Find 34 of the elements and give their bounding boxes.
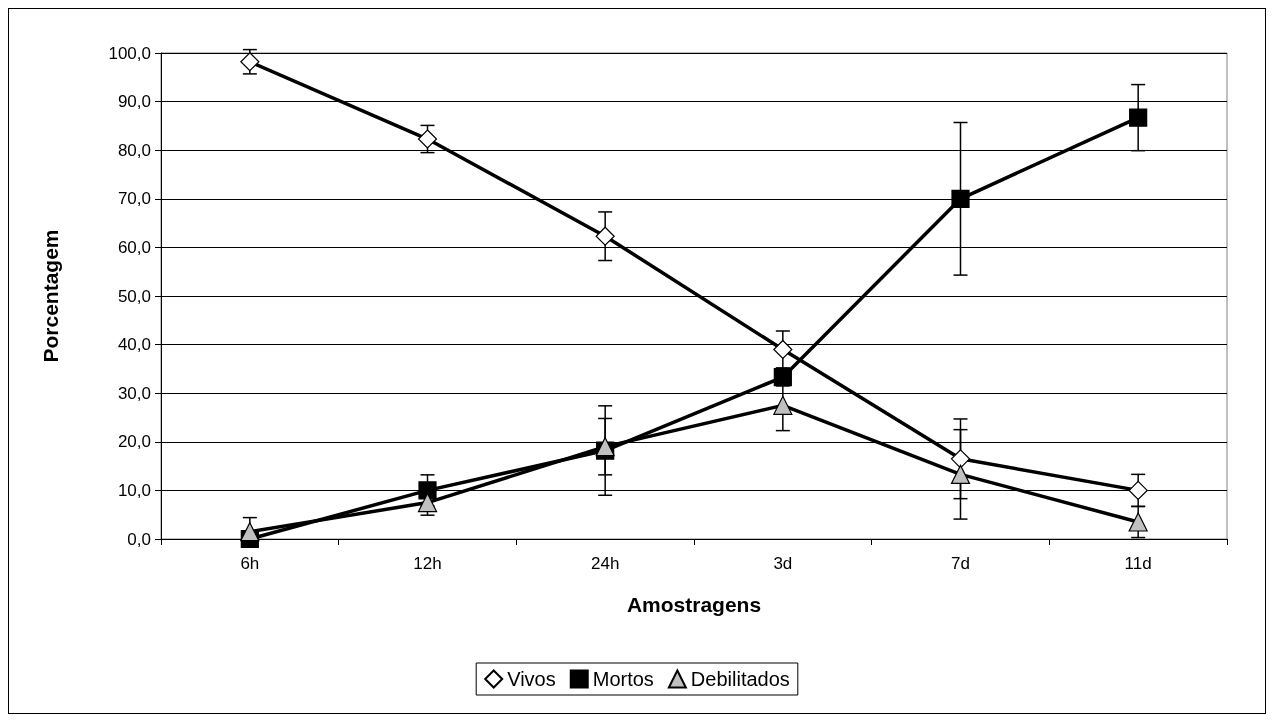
y-tick-label: 40,0	[117, 335, 151, 355]
point	[1129, 108, 1148, 127]
y-tick-label: 80,0	[117, 140, 151, 160]
x-tick-label: 7d	[951, 554, 970, 573]
y-tick-label: 0,0	[127, 529, 151, 549]
point	[773, 395, 793, 415]
y-tick-label: 90,0	[117, 92, 151, 112]
point	[1128, 480, 1148, 500]
legend-label: Mortos	[592, 668, 654, 690]
x-tick-label: 3d	[773, 554, 793, 573]
x-tick-label: 12h	[413, 554, 442, 573]
x-axis-title: Amostragens	[626, 593, 762, 616]
point	[1128, 512, 1148, 532]
y-tick-label: 10,0	[117, 480, 151, 500]
x-tick-label: 6h	[240, 554, 260, 573]
point	[418, 481, 437, 500]
y-tick-label: 100,0	[108, 43, 151, 63]
point	[417, 129, 438, 149]
point	[951, 189, 970, 208]
legend-label: Vivos	[507, 668, 556, 690]
y-tick-label: 20,0	[117, 432, 151, 452]
point	[950, 464, 971, 484]
y-axis-title: Porcentagem	[39, 229, 62, 363]
point	[950, 449, 971, 469]
point	[240, 522, 260, 542]
point	[595, 226, 615, 246]
point	[773, 339, 793, 360]
y-tick-label: 30,0	[117, 383, 151, 403]
y-tick-label: 70,0	[117, 189, 151, 209]
x-tick-label: 24h	[590, 554, 620, 573]
y-tick-label: 60,0	[117, 237, 151, 257]
x-tick-label: 11d	[1124, 554, 1152, 573]
y-tick-label: 50,0	[117, 286, 151, 306]
legend-label: Debilitados	[690, 668, 790, 690]
